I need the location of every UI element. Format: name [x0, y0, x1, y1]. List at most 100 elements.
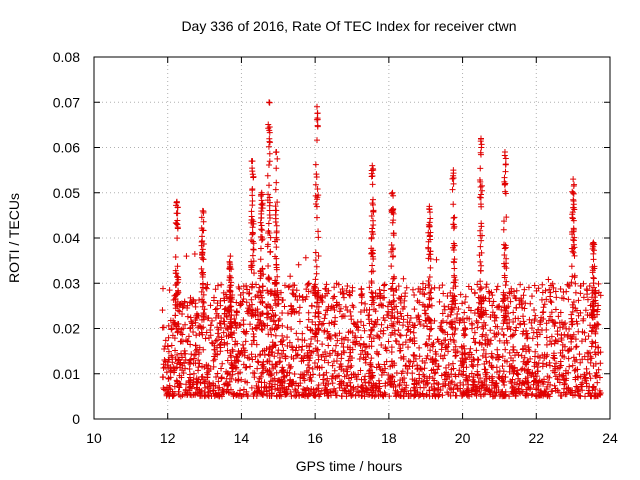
- data-point: [248, 208, 255, 215]
- data-point: [473, 347, 480, 354]
- data-point: [482, 371, 489, 378]
- data-point: [344, 282, 351, 289]
- data-point: [424, 352, 431, 359]
- y-tick-label: 0.02: [53, 321, 80, 337]
- data-point: [285, 284, 292, 291]
- data-point: [369, 374, 376, 381]
- data-point: [568, 279, 575, 286]
- data-point: [452, 300, 459, 307]
- data-point: [564, 281, 571, 288]
- data-point: [494, 351, 501, 358]
- data-point: [217, 320, 224, 327]
- data-point: [493, 331, 500, 338]
- data-point: [368, 250, 375, 257]
- data-point: [366, 343, 373, 350]
- data-point: [388, 248, 395, 255]
- data-point: [428, 320, 435, 327]
- data-point: [352, 321, 359, 328]
- data-point: [314, 123, 321, 130]
- data-point: [403, 362, 410, 369]
- data-point: [182, 321, 189, 328]
- data-point: [473, 387, 480, 394]
- data-point: [174, 329, 181, 336]
- data-point: [566, 363, 573, 370]
- data-point: [282, 352, 289, 359]
- data-point: [561, 354, 568, 361]
- data-point: [547, 313, 554, 320]
- data-point: [595, 366, 602, 373]
- data-point: [451, 259, 458, 266]
- data-point: [347, 308, 354, 315]
- data-point: [278, 289, 285, 296]
- data-point: [480, 391, 487, 398]
- data-point: [577, 290, 584, 297]
- data-point: [387, 363, 394, 370]
- data-point: [299, 391, 306, 398]
- data-point: [329, 295, 336, 302]
- data-point: [270, 343, 277, 350]
- data-point: [388, 263, 395, 270]
- data-point: [392, 383, 399, 390]
- data-point: [252, 353, 259, 360]
- data-point: [199, 281, 206, 288]
- data-point: [447, 336, 454, 343]
- data-point: [347, 328, 354, 335]
- data-point: [283, 386, 290, 393]
- data-point: [597, 360, 604, 367]
- data-point: [535, 326, 542, 333]
- data-point: [477, 178, 484, 185]
- data-point: [431, 386, 438, 393]
- data-point: [287, 389, 294, 396]
- data-point: [212, 306, 219, 313]
- data-point: [176, 372, 183, 379]
- data-point: [370, 208, 377, 215]
- data-point: [324, 375, 331, 382]
- data-point: [172, 347, 179, 354]
- data-point: [381, 389, 388, 396]
- data-point: [434, 391, 441, 398]
- data-point: [501, 263, 508, 270]
- data-point: [223, 375, 230, 382]
- data-point: [179, 354, 186, 361]
- data-point: [362, 385, 369, 392]
- data-point: [510, 288, 517, 295]
- data-point: [520, 292, 527, 299]
- data-point: [415, 312, 422, 319]
- data-point: [500, 226, 507, 233]
- data-point: [375, 351, 382, 358]
- data-point: [463, 356, 470, 363]
- data-point: [495, 303, 502, 310]
- data-point: [569, 318, 576, 325]
- data-point: [520, 318, 527, 325]
- data-point: [219, 386, 226, 393]
- data-point: [345, 337, 352, 344]
- data-point: [180, 303, 187, 310]
- data-point: [368, 234, 375, 241]
- data-point: [441, 306, 448, 313]
- data-point: [204, 374, 211, 381]
- data-point: [269, 377, 276, 384]
- data-point: [467, 307, 474, 314]
- data-point: [383, 347, 390, 354]
- data-point: [400, 356, 407, 363]
- data-point: [359, 347, 366, 354]
- data-point: [405, 357, 412, 364]
- data-point: [235, 284, 242, 291]
- data-point: [561, 331, 568, 338]
- data-point: [369, 262, 376, 269]
- data-point: [323, 386, 330, 393]
- data-point: [440, 380, 447, 387]
- data-point: [258, 189, 265, 196]
- data-point: [325, 342, 332, 349]
- data-point: [312, 192, 319, 199]
- data-point: [349, 391, 356, 398]
- data-point: [457, 379, 464, 386]
- data-point: [501, 174, 508, 181]
- data-point: [233, 357, 240, 364]
- data-point: [199, 246, 206, 253]
- data-point: [172, 365, 179, 372]
- data-point: [300, 392, 307, 399]
- data-point: [569, 211, 576, 218]
- data-point: [428, 285, 435, 292]
- data-point: [220, 329, 227, 336]
